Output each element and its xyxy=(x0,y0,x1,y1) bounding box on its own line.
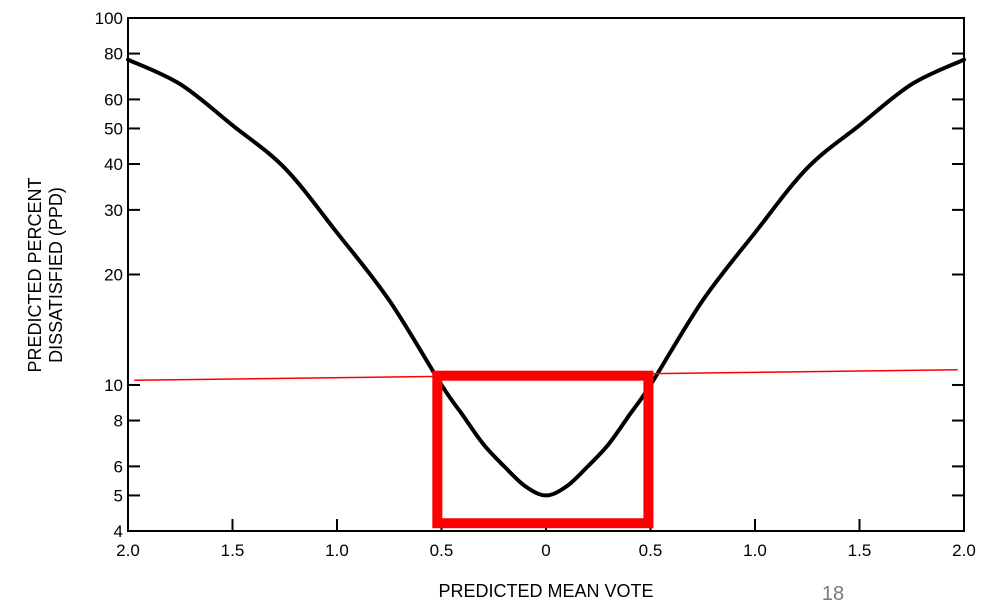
y-tick-label: 6 xyxy=(114,457,123,476)
comfort-zone-box xyxy=(432,370,654,529)
x-tick-label: 1.0 xyxy=(325,541,349,560)
y-axis-title-line-2: DISSATISFIED (PPD) xyxy=(46,187,66,363)
page-number: 18 xyxy=(822,583,844,603)
y-tick-label: 40 xyxy=(104,155,123,174)
y-tick-label: 5 xyxy=(114,486,123,505)
x-axis-title: PREDICTED MEAN VOTE xyxy=(438,581,653,601)
x-tick-label: 2.0 xyxy=(116,541,140,560)
y-tick-label: 20 xyxy=(104,266,123,285)
y-tick-label: 30 xyxy=(104,201,123,220)
x-tick-label: 1.5 xyxy=(848,541,872,560)
x-tick-label: 2.0 xyxy=(952,541,976,560)
y-tick-label: 80 xyxy=(104,45,123,64)
y-axis-title-line-1: PREDICTED PERCENT xyxy=(25,177,45,372)
y-axis-title: PREDICTED PERCENT DISSATISFIED (PPD) xyxy=(25,177,66,372)
x-tick-label: 0 xyxy=(541,541,550,560)
plot-frame xyxy=(127,17,965,532)
y-axis-tick-labels: 4 5 6 8 10 20 30 40 50 60 80 100 xyxy=(95,9,123,541)
x-tick-label: 0.5 xyxy=(639,541,663,560)
y-tick-label: 100 xyxy=(95,9,123,28)
x-tick-label: 0.5 xyxy=(430,541,454,560)
ppd-curve-line xyxy=(126,57,966,498)
y-tick-label: 60 xyxy=(104,90,123,109)
y-tick-label: 50 xyxy=(104,119,123,138)
x-axis-tick-labels: 2.0 1.5 1.0 0.5 0 0.5 1.0 1.5 2.0 xyxy=(116,541,976,560)
x-tick-label: 1.0 xyxy=(743,541,767,560)
y-tick-label: 4 xyxy=(114,522,123,541)
x-tick-label: 1.5 xyxy=(221,541,245,560)
y-axis-ticks xyxy=(128,17,964,532)
y-tick-label: 8 xyxy=(114,412,123,431)
y-tick-label: 10 xyxy=(104,376,123,395)
